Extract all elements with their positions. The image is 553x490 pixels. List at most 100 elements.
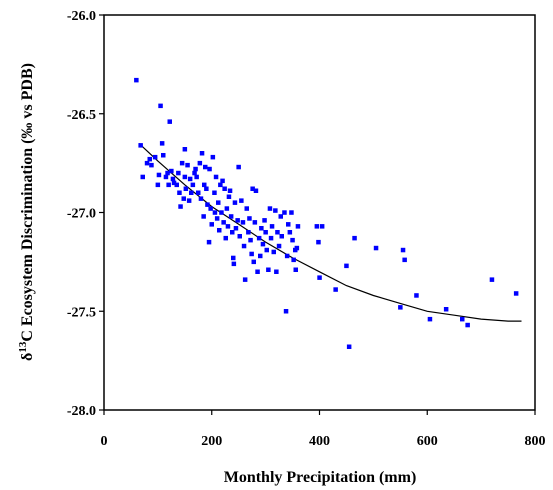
data-point (269, 224, 275, 229)
data-point (268, 235, 274, 241)
data-point (207, 166, 212, 172)
data-point (149, 162, 154, 168)
data-point (262, 218, 267, 223)
y-tick-label: -27.0 (67, 207, 96, 222)
data-point (230, 230, 235, 235)
data-point (182, 174, 188, 180)
x-tick-label: 0 (101, 434, 108, 449)
data-point (253, 188, 259, 193)
data-point (134, 77, 139, 83)
data-point (177, 190, 182, 195)
data-point (209, 222, 214, 227)
data-point (170, 176, 176, 182)
data-point (233, 226, 239, 231)
data-point (165, 170, 170, 176)
data-point (236, 164, 241, 170)
data-point (178, 204, 183, 209)
data-point (289, 210, 294, 215)
data-point (290, 237, 295, 243)
x-tick-label: 200 (201, 434, 222, 449)
data-point (219, 210, 224, 215)
y-tick-label: -26.0 (67, 9, 96, 24)
data-point (193, 166, 198, 172)
data-point (226, 194, 232, 199)
data-point (400, 247, 406, 253)
data-point (258, 253, 263, 259)
data-point (202, 182, 207, 188)
data-point (196, 190, 201, 195)
data-point (187, 176, 193, 182)
data-point (231, 255, 236, 261)
data-point (283, 309, 289, 314)
data-point (465, 322, 470, 328)
data-point (235, 218, 240, 223)
data-point (264, 247, 269, 253)
data-point (276, 243, 282, 249)
data-point (251, 259, 256, 265)
data-point (260, 241, 266, 247)
data-point (259, 226, 264, 231)
data-point (249, 251, 254, 257)
data-point (319, 224, 325, 229)
data-point (271, 249, 276, 255)
data-point (221, 220, 226, 225)
data-point (227, 188, 233, 193)
data-point (266, 267, 271, 272)
plot-frame (103, 14, 536, 411)
data-point (186, 198, 192, 203)
data-point (344, 263, 349, 269)
data-point (194, 174, 199, 180)
data-point (144, 160, 150, 166)
data-point (267, 206, 273, 211)
data-point (159, 141, 165, 146)
data-point (287, 230, 293, 235)
data-point (156, 172, 162, 178)
data-point (163, 174, 169, 180)
data-point (167, 119, 172, 124)
data-point (204, 186, 209, 191)
data-point (203, 164, 208, 170)
data-point (241, 243, 247, 249)
data-point (201, 214, 206, 219)
data-point (275, 230, 280, 235)
data-point (225, 224, 231, 229)
data-point (216, 200, 221, 205)
data-point (182, 147, 188, 152)
x-tick-label: 600 (417, 434, 438, 449)
data-point (181, 196, 186, 201)
data-point (316, 239, 321, 245)
data-point (294, 245, 300, 251)
y-axis-title-sup: 13 (17, 341, 29, 353)
y-axis-title-rest: C Ecosystem Discrimination (‰ vs PDB) (19, 63, 36, 342)
data-point (252, 220, 258, 225)
data-point (198, 196, 204, 201)
data-point (185, 162, 190, 168)
data-point (242, 277, 248, 282)
data-point (293, 267, 298, 272)
y-axis-title: δ13C Ecosystem Discrimination (‰ vs PDB) (17, 63, 36, 361)
data-point (278, 214, 283, 219)
data-point (220, 178, 225, 184)
data-point (460, 316, 465, 322)
data-point (295, 224, 301, 229)
x-axis-title: Monthly Precipitation (mm) (224, 469, 417, 486)
data-point (206, 239, 212, 245)
data-point (414, 293, 419, 298)
data-point (212, 210, 218, 215)
data-point (240, 220, 246, 225)
data-point (317, 275, 322, 280)
data-point (352, 235, 357, 241)
data-point (199, 151, 205, 156)
y-axis-title-delta: δ (19, 353, 36, 361)
data-point (205, 202, 210, 207)
data-point (171, 180, 177, 186)
data-point (231, 261, 237, 267)
data-point (284, 253, 290, 259)
data-point (210, 154, 216, 160)
data-point (140, 174, 145, 180)
y-tick-label: -27.5 (67, 305, 96, 320)
data-point (256, 235, 262, 241)
data-point (169, 168, 174, 174)
data-point (189, 190, 194, 195)
